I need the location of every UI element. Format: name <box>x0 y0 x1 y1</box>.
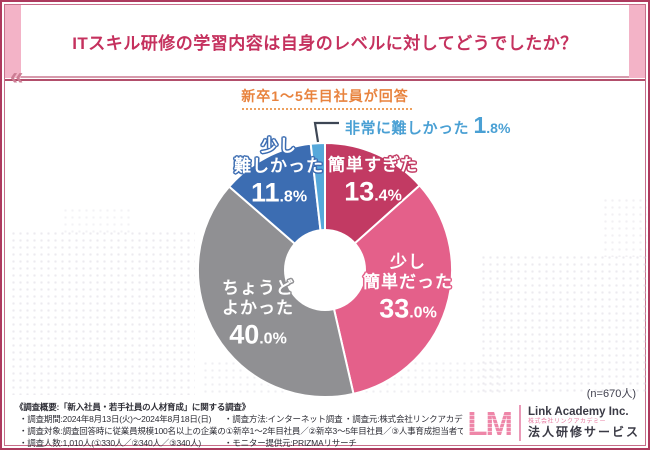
survey-period: ・調査期間:2024年8月13日(火)〜2024年8月18日(日) <box>19 414 212 424</box>
donut-segment <box>324 184 453 395</box>
logo-divider <box>518 405 521 441</box>
segment-name: 少し <box>261 136 297 156</box>
segment-percent: 1 <box>473 112 487 138</box>
segment-label-bit-hard: 少し 難しかった 11.8% <box>234 137 324 210</box>
corner-strip-right <box>629 5 645 78</box>
survey-method: ・調査方法:インターネット調査 <box>224 414 343 424</box>
segment-percent: 11.8% <box>250 177 308 208</box>
survey-source: ・調査元:株式会社リンクアカデミー <box>344 414 479 424</box>
page-title: ITスキル研修の学習内容は自身のレベルに対してどうでしたか？ <box>72 34 578 53</box>
segment-label-just-right: ちょうど よかった 40.0% <box>222 279 294 352</box>
segment-name: よかった <box>222 298 294 318</box>
halftone-pattern <box>10 230 195 395</box>
segment-name: ちょうど <box>222 278 294 298</box>
halftone-pattern <box>480 254 648 392</box>
segment-name: 少し <box>390 252 426 272</box>
segment-name: 簡単だった <box>363 272 453 292</box>
callout-line <box>313 121 339 143</box>
logo-company-name-jp: 株式会社リンクアカデミー <box>527 419 606 426</box>
segment-percent: 13.4% <box>344 176 402 207</box>
survey-monitor: ・モニター提供元:PRIZMAリサーチ <box>224 438 357 448</box>
separator-line-top <box>5 76 645 78</box>
sample-size-label: (n=670人) <box>586 388 636 400</box>
segment-name: 難しかった <box>234 156 324 176</box>
separator-line-bottom <box>5 79 645 81</box>
survey-count: ・調査人数:1,010人(①330人／②340人／③340人) <box>19 438 202 448</box>
link-academy-logo: LM Link Academy Inc. 株式会社リンクアカデミー 法人研修サー… <box>463 405 640 441</box>
badge-dotted-underline <box>242 103 412 110</box>
donut-hole <box>284 229 366 311</box>
logo-text: Link Academy Inc. 株式会社リンクアカデミー 法人研修サービス <box>528 406 640 440</box>
segment-percent: 33.0% <box>379 293 437 324</box>
halftone-pattern <box>602 197 647 257</box>
segment-name: 非常に難しかった <box>345 120 470 137</box>
logo-company-name: Link Academy Inc. <box>527 406 629 419</box>
survey-overview: 《調査概要:「新入社員・若手社員の人材育成」に関する調査》 <box>15 402 251 412</box>
segment-label-very-hard: 非常に難しかった 1.8% <box>345 112 511 138</box>
segment-name: 簡単すぎた <box>328 155 418 175</box>
lm-logo-icon: LM <box>467 404 513 442</box>
survey-target: ・調査対象:調査回答時に従業員規模100名以上の企業の①新卒1〜2年目社員／②新… <box>19 426 557 436</box>
corner-strip-left <box>5 5 21 78</box>
halftone-pattern <box>62 207 132 235</box>
chevron-left-icon: « <box>10 63 24 90</box>
respondent-badge: 新卒1〜5年目社員が回答 <box>241 88 409 104</box>
logo-service-name: 法人研修サービス <box>527 425 640 440</box>
segment-label-too-easy: 簡単すぎた 13.4% <box>328 156 418 209</box>
donut-segment <box>196 185 355 399</box>
segment-percent: 40.0% <box>229 319 287 350</box>
segment-label-bit-easy: 少し 簡単だった 33.0% <box>363 253 453 326</box>
